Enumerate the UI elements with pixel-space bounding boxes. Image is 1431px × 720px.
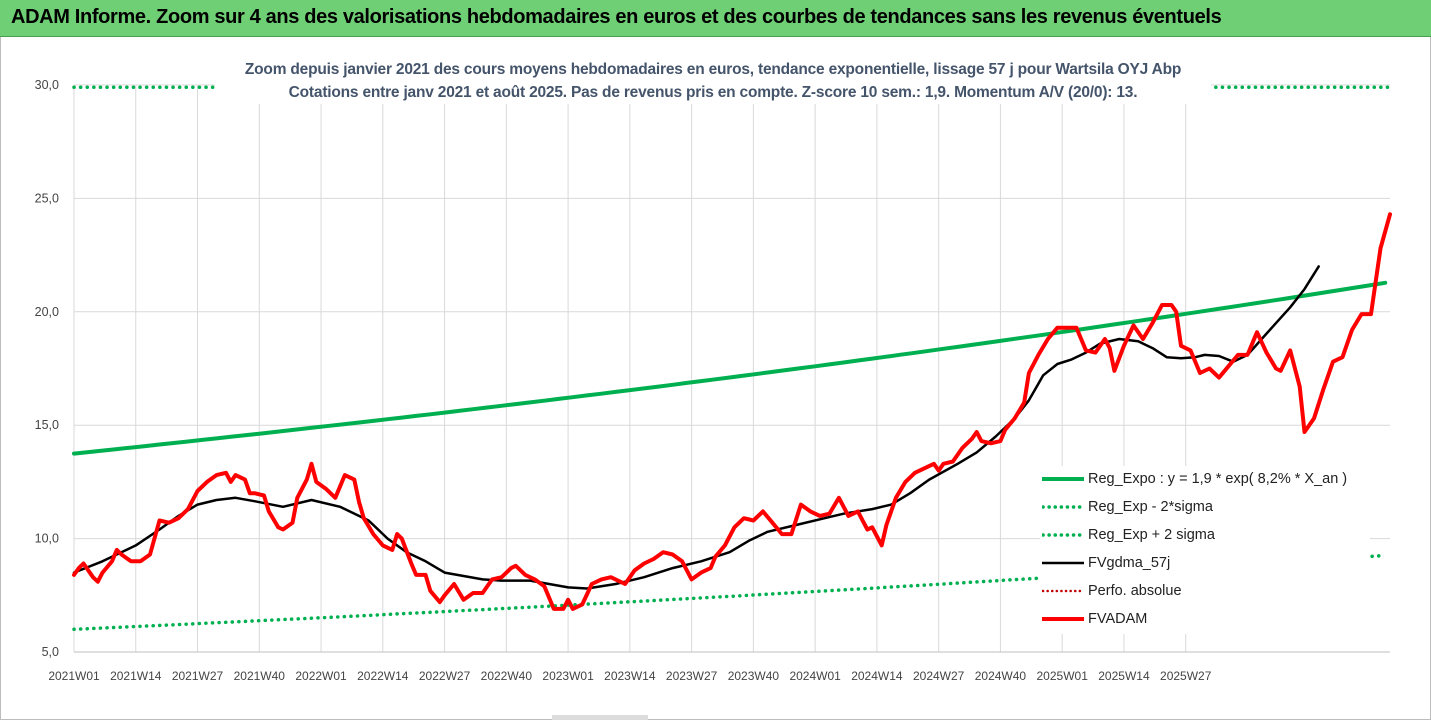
legend-label: Perfo. absolue [1088, 583, 1182, 599]
legend-swatch-dotted-green [1042, 533, 1084, 537]
legend-item-reg-exp-plus: Reg_Exp + 2 sigma [1040, 522, 1370, 550]
legend-item-fvadam: FVADAM [1040, 606, 1370, 634]
x-tick-label: 2022W01 [295, 669, 347, 683]
y-tick-label: 5,0 [42, 645, 59, 659]
legend-swatch-solid-black [1042, 561, 1084, 565]
x-tick-label: 2024W14 [851, 669, 903, 683]
x-tick-label: 2021W40 [234, 669, 286, 683]
trend-line [72, 280, 1388, 456]
report-banner: ADAM Informe. Zoom sur 4 ans des valoris… [0, 0, 1431, 37]
y-tick-label: 30,0 [35, 78, 59, 92]
chart-titles: Zoom depuis janvier 2021 des cours moyen… [215, 58, 1211, 104]
x-tick-label: 2021W14 [110, 669, 162, 683]
y-tick-label: 20,0 [35, 305, 59, 319]
x-tick-label: 2022W40 [481, 669, 533, 683]
y-tick-label: 25,0 [35, 191, 59, 205]
x-tick-label: 2023W14 [604, 669, 656, 683]
legend-swatch-solid-red [1042, 617, 1084, 621]
fvadam-line [72, 212, 1392, 611]
x-tick-label: 2022W27 [419, 669, 471, 683]
x-tick-label: 2021W27 [172, 669, 224, 683]
legend-item-fvgdma: FVgdma_57j [1040, 550, 1370, 578]
legend-item-reg-expo: Reg_Expo : y = 1,9 * exp( 8,2% * X_an ) [1040, 466, 1370, 494]
x-tick-label: 2025W14 [1098, 669, 1150, 683]
legend-label: Reg_Exp + 2 sigma [1088, 527, 1215, 543]
legend-item-reg-exp-minus: Reg_Exp - 2*sigma [1040, 494, 1370, 522]
chart-subtitle: Cotations entre janv 2021 et août 2025. … [288, 84, 1138, 101]
legend-swatch-solid-green [1042, 477, 1084, 481]
x-tick-label: 2022W14 [357, 669, 409, 683]
legend-swatch-dotted-red [1042, 589, 1084, 593]
x-tick-label: 2024W40 [975, 669, 1027, 683]
chart-title: Zoom depuis janvier 2021 des cours moyen… [244, 61, 1182, 78]
sheet-tab-marker [552, 715, 648, 720]
x-tick-label: 2024W27 [913, 669, 965, 683]
x-tick-label: 2021W01 [48, 669, 100, 683]
legend-label: FVgdma_57j [1088, 555, 1171, 571]
axes: 5,0 10,0 15,0 20,0 25,0 30,0 2021W01 2021W14 202… [35, 78, 1390, 683]
legend: Reg_Expo : y = 1,9 * exp( 8,2% * X_an ) … [1040, 466, 1370, 634]
y-tick-label: 10,0 [35, 532, 59, 546]
x-tick-label: 2023W40 [728, 669, 780, 683]
x-tick-label: 2023W27 [666, 669, 718, 683]
banner-title: ADAM Informe. Zoom sur 4 ans des valoris… [11, 6, 1222, 28]
legend-label: FVADAM [1088, 611, 1148, 627]
x-tick-label: 2023W01 [542, 669, 594, 683]
legend-item-perfo: Perfo. absolue [1040, 578, 1370, 606]
y-tick-label: 15,0 [35, 418, 59, 432]
x-tick-label: 2025W27 [1160, 669, 1212, 683]
x-tick-label: 2025W01 [1037, 669, 1089, 683]
legend-label: Reg_Exp - 2*sigma [1088, 499, 1213, 515]
legend-label: Reg_Expo : y = 1,9 * exp( 8,2% * X_an ) [1088, 471, 1348, 487]
x-tick-label: 2024W01 [789, 669, 841, 683]
legend-swatch-dotted-green [1042, 505, 1084, 509]
